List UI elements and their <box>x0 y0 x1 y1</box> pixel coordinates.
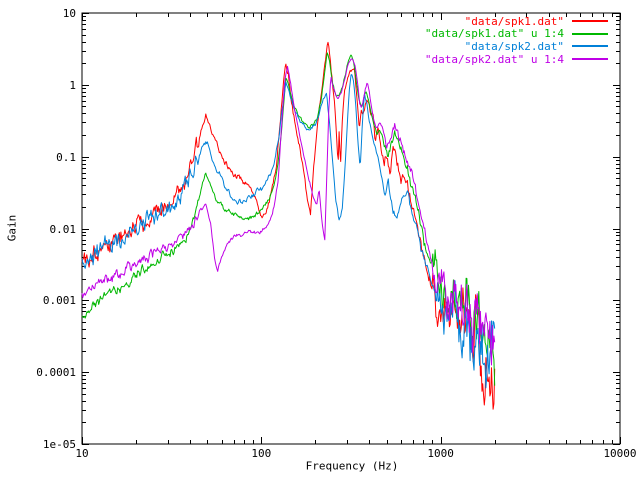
y-tick-label: 1e-05 <box>42 438 76 451</box>
legend-entry-spk1-u14: "data/spk1.dat" u 1:4 <box>424 27 608 41</box>
curve-spk2-u14 <box>81 58 496 366</box>
legend-line-sample <box>572 20 608 23</box>
legend-label: "data/spk1.dat" u 1:4 <box>424 27 564 41</box>
y-tick-label: 0.1 <box>56 150 76 164</box>
x-axis-title: Frequency (Hz) <box>305 459 399 473</box>
legend: "data/spk1.dat" "data/spk1.dat" u 1:4 "dat… <box>424 15 608 66</box>
y-tick-label: 0.001 <box>42 294 76 308</box>
curve-spk2 <box>81 74 496 389</box>
legend-line-sample <box>572 58 608 61</box>
x-tick-label: 10 <box>75 447 89 460</box>
legend-label: "data/spk1.dat" <box>464 14 564 28</box>
legend-entry-spk1: "data/spk1.dat" <box>425 15 608 28</box>
y-tick-label: 10 <box>62 7 76 20</box>
y-tick-label: 1 <box>69 78 76 92</box>
legend-label: "data/spk2.dat" <box>464 39 564 53</box>
y-tick-label: 0.01 <box>49 222 77 236</box>
legend-line-sample <box>572 32 608 35</box>
legend-entry-spk2: "data/spk2.dat" <box>425 40 608 53</box>
y-tick-label: 0.0001 <box>36 366 76 380</box>
x-tick-label: 100 <box>251 447 272 460</box>
legend-entry-spk2-u14: "data/spk2.dat" u 1:4 <box>425 53 608 66</box>
curves <box>81 41 496 410</box>
x-tick-label: 1000 <box>427 447 454 460</box>
axis-ticks <box>82 13 621 445</box>
x-tick-label: 10000 <box>603 447 637 460</box>
legend-label: "data/spk2.dat" u 1:4 <box>424 52 564 66</box>
plot-frame <box>81 12 621 445</box>
plot-border <box>81 12 621 445</box>
curve-spk1-u14 <box>81 52 496 386</box>
legend-line-sample <box>572 45 608 48</box>
